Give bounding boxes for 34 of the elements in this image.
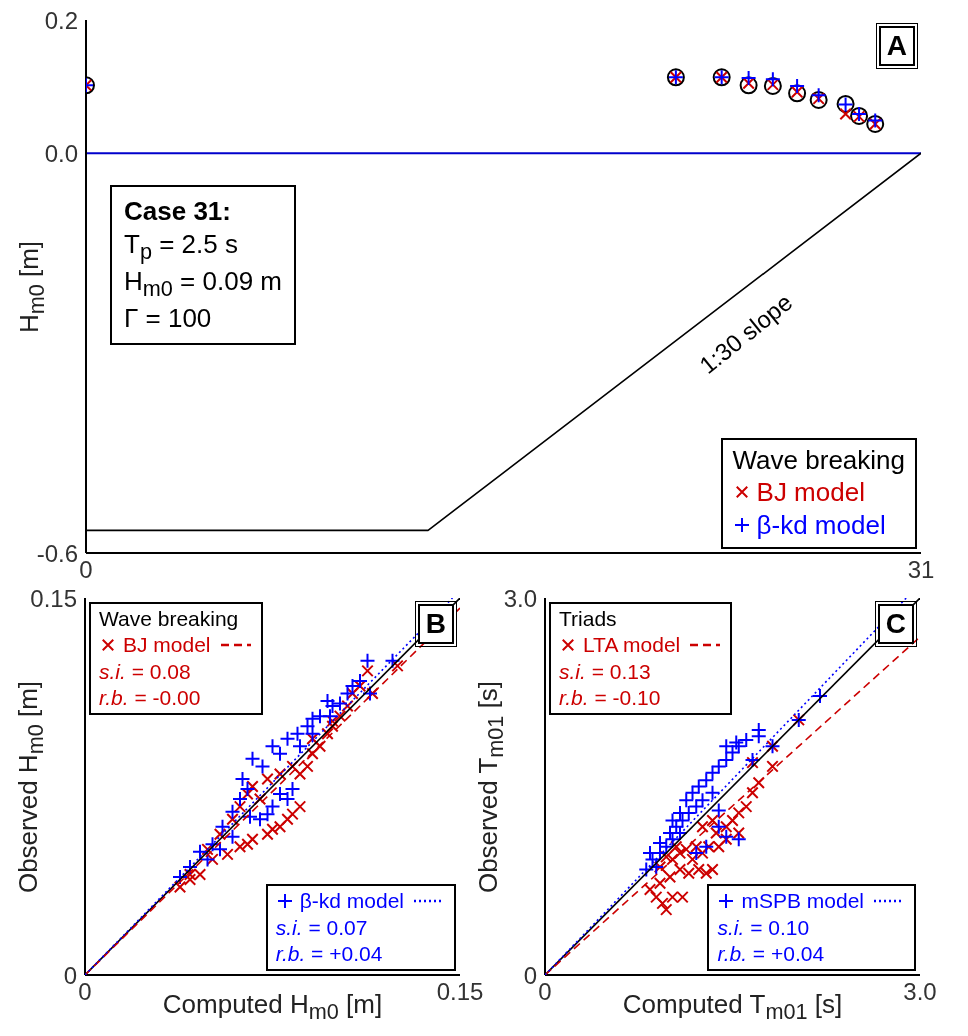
x-tick-label: 31: [907, 556, 935, 584]
annotation: r.b. = -0.10: [559, 684, 662, 711]
y-tick-label: 0.0: [44, 139, 78, 167]
y-tick-label: 0.15: [30, 584, 77, 612]
annotation: s.i. = 0.08: [99, 658, 192, 685]
legend-title: Triads: [559, 607, 617, 630]
legend-label: mSPB model: [741, 888, 864, 915]
x-axis-title: Computed H$_{m0}$ [m]: [162, 989, 383, 1025]
x-axis-title: Computed T$_{m01}$ [s]: [622, 989, 843, 1025]
x-tick-label: 0.15: [436, 978, 484, 1006]
x-tick-label: 3.0: [903, 978, 937, 1006]
legend-label: BJ model: [123, 632, 211, 659]
annotation: A: [886, 30, 907, 61]
legend-label: β-kd model: [299, 888, 404, 915]
y-tick-label: -0.6: [36, 539, 78, 567]
legend-label: LTA model: [583, 632, 681, 659]
annotation: Γ = 100: [124, 303, 212, 334]
annotation: T$_{p}$ = 2.5 s: [124, 228, 238, 264]
legend-label: BJ model: [756, 476, 865, 509]
y-tick-label: 0.2: [44, 6, 78, 34]
annotation: H$_{m0}$ = 0.09 m: [124, 265, 282, 301]
annotation: B: [425, 608, 446, 639]
y-tick-label: 0: [63, 961, 77, 989]
annotation: s.i. = 0.10: [717, 914, 811, 941]
annotation: r.b. = +0.04: [275, 940, 384, 967]
annotation: Case 31:: [124, 196, 231, 226]
annotation: r.b. = +0.04: [717, 940, 826, 967]
legend-title: Wave breaking: [732, 444, 905, 475]
annotation: C: [885, 608, 906, 639]
annotation: r.b. = -0.00: [99, 684, 202, 711]
legend-label: β-kd model: [756, 508, 886, 541]
annotation: s.i. = 0.07: [275, 914, 369, 941]
legend-title: Wave breaking: [99, 607, 239, 630]
annotation: s.i. = 0.13: [559, 658, 652, 685]
